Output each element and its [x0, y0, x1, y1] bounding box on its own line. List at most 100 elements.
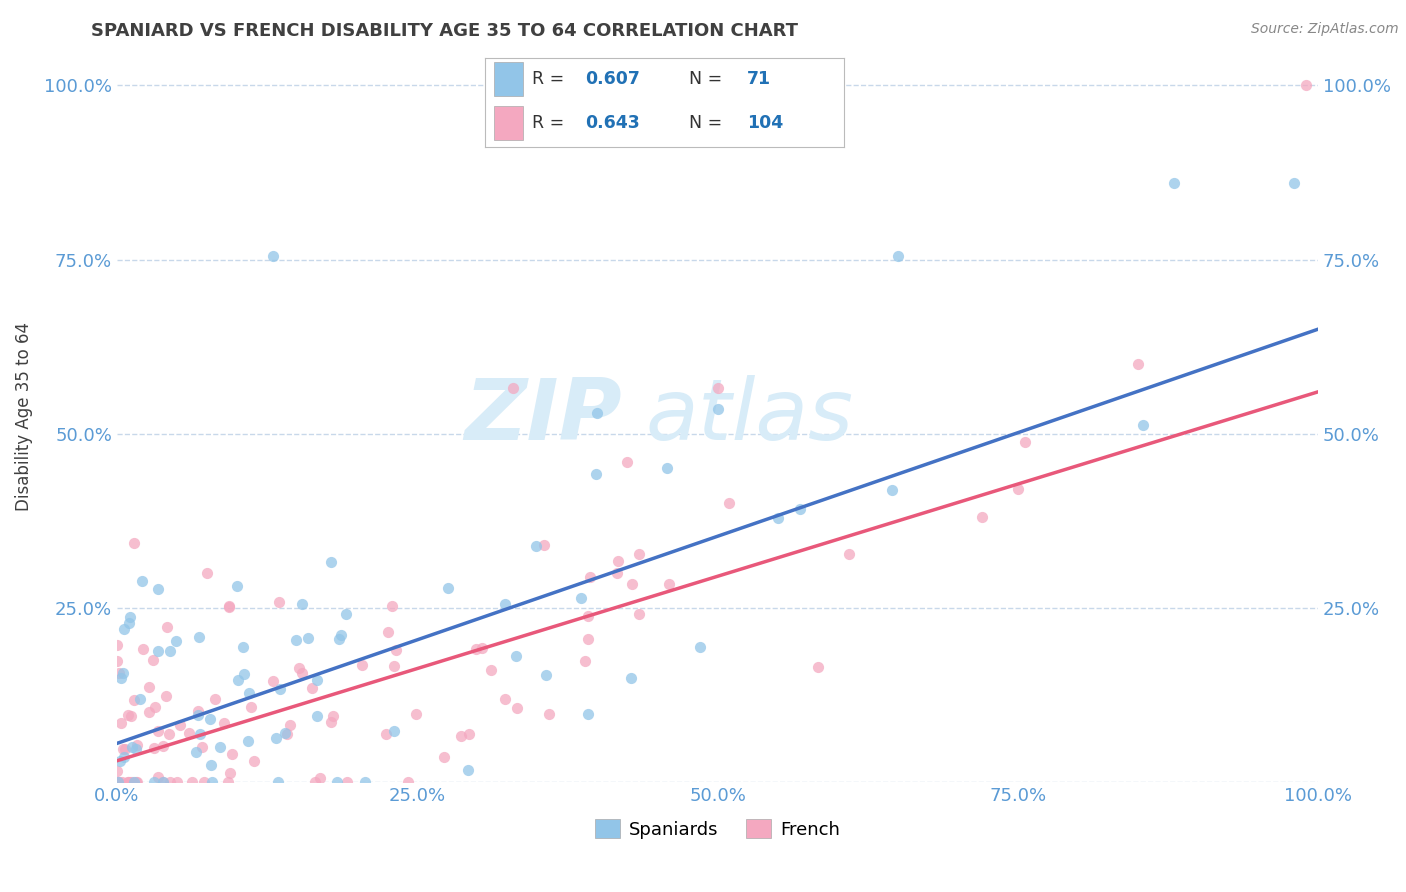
Point: [232, 640, 254, 655]
Point: [1295, 78, 1317, 93]
Point: [329, 628, 352, 642]
Point: [266, 774, 288, 789]
Point: [576, 608, 599, 623]
Point: [576, 706, 599, 721]
Point: [146, 723, 169, 738]
Point: [308, 771, 330, 785]
Point: [457, 763, 479, 777]
Point: [127, 774, 149, 789]
Point: [505, 649, 527, 664]
Point: [108, 774, 131, 789]
Point: [621, 577, 644, 591]
Point: [187, 704, 209, 718]
Point: [396, 774, 419, 789]
Text: 0.607: 0.607: [585, 70, 640, 88]
Point: [471, 640, 494, 655]
Point: [142, 740, 165, 755]
Point: [536, 667, 558, 681]
Point: [219, 766, 242, 780]
Point: [506, 700, 529, 714]
Point: [114, 742, 136, 756]
Point: [117, 774, 139, 789]
Point: [179, 725, 201, 739]
Point: [585, 467, 607, 482]
Point: [238, 686, 260, 700]
Point: [212, 716, 235, 731]
Point: [264, 731, 287, 745]
FancyBboxPatch shape: [494, 62, 523, 96]
Point: [132, 642, 155, 657]
Point: [120, 709, 142, 723]
Point: [377, 624, 399, 639]
Point: [382, 724, 405, 739]
Point: [291, 597, 314, 611]
Point: [155, 689, 177, 703]
Point: [111, 774, 134, 789]
Point: [148, 770, 170, 784]
Point: [112, 622, 135, 636]
Point: [285, 632, 308, 647]
Point: [118, 610, 141, 624]
Point: [326, 774, 349, 789]
Point: [1163, 176, 1185, 190]
Point: [450, 729, 472, 743]
Point: [1007, 483, 1029, 497]
Point: [657, 460, 679, 475]
Text: SPANIARD VS FRENCH DISABILITY AGE 35 TO 64 CORRELATION CHART: SPANIARD VS FRENCH DISABILITY AGE 35 TO …: [91, 22, 799, 40]
Text: 104: 104: [747, 114, 783, 132]
Point: [125, 742, 148, 756]
Point: [291, 666, 314, 681]
Point: [121, 740, 143, 755]
Point: [524, 539, 547, 553]
Point: [269, 681, 291, 696]
Point: [301, 681, 323, 695]
Point: [319, 714, 342, 729]
Point: [117, 707, 139, 722]
Point: [221, 747, 243, 761]
Point: [305, 709, 328, 723]
Text: 0.643: 0.643: [585, 114, 640, 132]
Point: [706, 381, 728, 395]
Point: [336, 774, 359, 789]
Point: [165, 634, 187, 648]
Point: [184, 745, 207, 759]
Point: [304, 774, 326, 789]
Point: [188, 727, 211, 741]
Point: [970, 510, 993, 524]
Point: [152, 774, 174, 789]
Point: [111, 666, 134, 681]
Point: [273, 726, 295, 740]
Point: [627, 607, 650, 621]
Point: [437, 581, 460, 595]
Point: [689, 640, 711, 654]
Point: [105, 764, 128, 778]
Point: [569, 591, 592, 605]
Text: ZIP: ZIP: [464, 375, 621, 458]
Point: [166, 774, 188, 789]
Point: [375, 727, 398, 741]
Point: [768, 511, 790, 525]
Point: [627, 547, 650, 561]
Point: [187, 630, 209, 644]
Point: [305, 673, 328, 688]
Point: [432, 750, 454, 764]
Point: [579, 569, 602, 583]
Point: [128, 692, 150, 706]
Point: [105, 654, 128, 668]
Point: [187, 707, 209, 722]
Point: [807, 659, 830, 673]
Point: [138, 705, 160, 719]
Legend: Spaniards, French: Spaniards, French: [588, 812, 848, 846]
Point: [148, 644, 170, 658]
FancyBboxPatch shape: [494, 106, 523, 140]
Point: [191, 739, 214, 754]
Text: N =: N =: [689, 70, 728, 88]
Point: [159, 774, 181, 789]
Point: [122, 536, 145, 550]
Point: [152, 739, 174, 753]
Point: [159, 644, 181, 658]
Point: [619, 671, 641, 685]
Point: [267, 595, 290, 609]
Point: [125, 738, 148, 752]
Text: Source: ZipAtlas.com: Source: ZipAtlas.com: [1251, 22, 1399, 37]
